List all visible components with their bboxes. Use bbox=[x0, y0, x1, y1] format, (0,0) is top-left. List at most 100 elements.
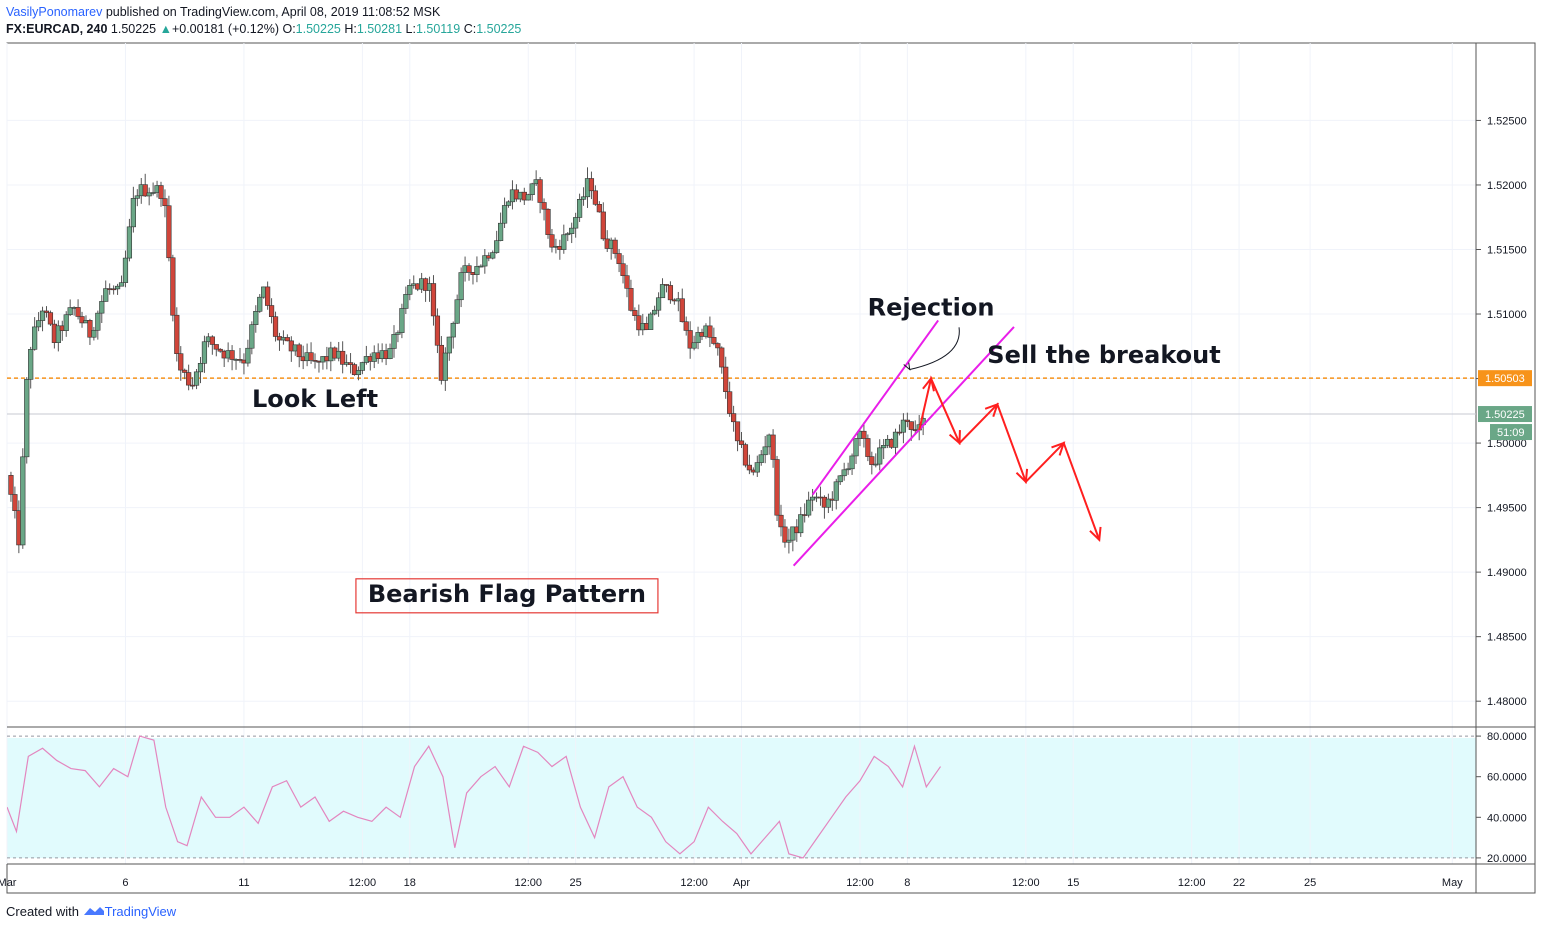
candle-up[interactable] bbox=[24, 379, 30, 458]
candle-up[interactable] bbox=[399, 308, 405, 333]
candle-up[interactable] bbox=[648, 313, 654, 330]
candle-up[interactable] bbox=[877, 447, 883, 465]
price-axis[interactable]: 1.525001.520001.515001.510001.505001.500… bbox=[1476, 115, 1532, 708]
candle-down[interactable] bbox=[347, 362, 354, 365]
candle-up[interactable] bbox=[20, 456, 26, 546]
candle-up[interactable] bbox=[146, 192, 152, 197]
candle-up[interactable] bbox=[130, 198, 136, 228]
candle-up[interactable] bbox=[833, 481, 839, 501]
candle-down[interactable] bbox=[434, 315, 441, 346]
candle-down[interactable] bbox=[908, 421, 914, 430]
candle-down[interactable] bbox=[43, 310, 50, 313]
candle-up[interactable] bbox=[391, 334, 397, 349]
annotation-0[interactable]: Rejection bbox=[868, 293, 995, 321]
candle-up[interactable] bbox=[892, 431, 899, 448]
candle-down[interactable] bbox=[782, 526, 788, 543]
candle-up[interactable] bbox=[762, 446, 768, 456]
candle-up[interactable] bbox=[525, 194, 531, 201]
candle-down[interactable] bbox=[636, 315, 642, 331]
candle-up[interactable] bbox=[63, 314, 69, 331]
candlestick-series[interactable] bbox=[8, 167, 926, 554]
candle-up[interactable] bbox=[197, 363, 204, 373]
candle-up[interactable] bbox=[95, 312, 101, 331]
candle-up[interactable] bbox=[576, 199, 583, 218]
candle-down[interactable] bbox=[731, 413, 737, 423]
candle-up[interactable] bbox=[387, 348, 393, 359]
candle-up[interactable] bbox=[580, 196, 587, 200]
candle-up[interactable] bbox=[201, 341, 208, 364]
candle-down[interactable] bbox=[430, 283, 437, 317]
candle-down[interactable] bbox=[12, 494, 18, 511]
time-axis[interactable]: Mar 6 11 12:00 18 12:00 25 12:00 Apr 12:00 8 12:00 1… bbox=[0, 877, 1463, 889]
candle-up[interactable] bbox=[99, 301, 105, 314]
candle-down[interactable] bbox=[715, 343, 721, 349]
rsi-axis[interactable]: 80.0000 60.0000 40.0000 20.0000 bbox=[1476, 731, 1527, 865]
candle-down[interactable] bbox=[308, 352, 314, 361]
candle-up[interactable] bbox=[881, 445, 887, 449]
candle-down[interactable] bbox=[162, 198, 168, 207]
candle-down[interactable] bbox=[272, 316, 279, 337]
candle-down[interactable] bbox=[229, 350, 235, 360]
candle-down[interactable] bbox=[707, 325, 713, 338]
candle-down[interactable] bbox=[8, 475, 14, 495]
candle-up[interactable] bbox=[845, 468, 851, 471]
candle-down[interactable] bbox=[632, 310, 638, 317]
candle-up[interactable] bbox=[32, 326, 38, 350]
candle-up[interactable] bbox=[501, 205, 508, 224]
candle-down[interactable] bbox=[904, 419, 910, 422]
candle-up[interactable] bbox=[126, 226, 133, 259]
candle-up[interactable] bbox=[118, 282, 125, 287]
candle-down[interactable] bbox=[861, 430, 867, 439]
candle-down[interactable] bbox=[592, 190, 598, 205]
candle-down[interactable] bbox=[47, 312, 54, 325]
candle-up[interactable] bbox=[359, 362, 366, 371]
candle-up[interactable] bbox=[695, 332, 701, 344]
candle-down[interactable] bbox=[545, 208, 551, 235]
candle-down[interactable] bbox=[466, 265, 472, 273]
candle-up[interactable] bbox=[150, 192, 156, 194]
candle-up[interactable] bbox=[494, 240, 500, 253]
candle-down[interactable] bbox=[79, 316, 85, 324]
candle-up[interactable] bbox=[474, 266, 480, 275]
candle-up[interactable] bbox=[193, 371, 200, 386]
candle-down[interactable] bbox=[612, 239, 618, 254]
annotation-2[interactable]: Look Left bbox=[252, 385, 378, 413]
candle-down[interactable] bbox=[166, 205, 172, 259]
candle-up[interactable] bbox=[395, 332, 401, 335]
candle-down[interactable] bbox=[541, 202, 547, 210]
candle-down[interactable] bbox=[620, 263, 626, 276]
candle-down[interactable] bbox=[284, 337, 290, 342]
candle-down[interactable] bbox=[663, 284, 670, 286]
candle-down[interactable] bbox=[683, 321, 689, 331]
tradingview-brand-link[interactable]: TradingView bbox=[104, 904, 177, 919]
candle-down[interactable] bbox=[265, 286, 271, 306]
candle-down[interactable] bbox=[742, 444, 749, 466]
author-link[interactable]: VasilyPonomarev bbox=[6, 5, 103, 19]
candle-down[interactable] bbox=[549, 234, 555, 248]
candle-up[interactable] bbox=[849, 455, 855, 470]
candle-down[interactable] bbox=[158, 185, 164, 199]
candle-down[interactable] bbox=[111, 288, 117, 291]
candle-down[interactable] bbox=[719, 347, 725, 368]
candle-up[interactable] bbox=[458, 272, 464, 301]
candle-down[interactable] bbox=[869, 456, 875, 465]
candle-up[interactable] bbox=[798, 514, 804, 534]
candle-up[interactable] bbox=[691, 342, 697, 349]
candle-down[interactable] bbox=[738, 440, 745, 445]
candle-down[interactable] bbox=[351, 364, 358, 376]
candle-down[interactable] bbox=[727, 391, 733, 414]
candle-down[interactable] bbox=[896, 431, 903, 434]
candle-up[interactable] bbox=[442, 352, 448, 381]
candle-up[interactable] bbox=[403, 294, 409, 309]
candle-up[interactable] bbox=[825, 498, 831, 508]
candle-up[interactable] bbox=[837, 475, 843, 483]
candle-up[interactable] bbox=[529, 183, 535, 195]
candle-down[interactable] bbox=[182, 369, 188, 373]
annotation-3[interactable]: Bearish Flag Pattern bbox=[368, 580, 646, 608]
candle-down[interactable] bbox=[588, 178, 595, 192]
candle-up[interactable] bbox=[478, 265, 484, 268]
candle-up[interactable] bbox=[490, 252, 496, 259]
candle-up[interactable] bbox=[245, 347, 251, 364]
candle-up[interactable] bbox=[67, 307, 73, 316]
